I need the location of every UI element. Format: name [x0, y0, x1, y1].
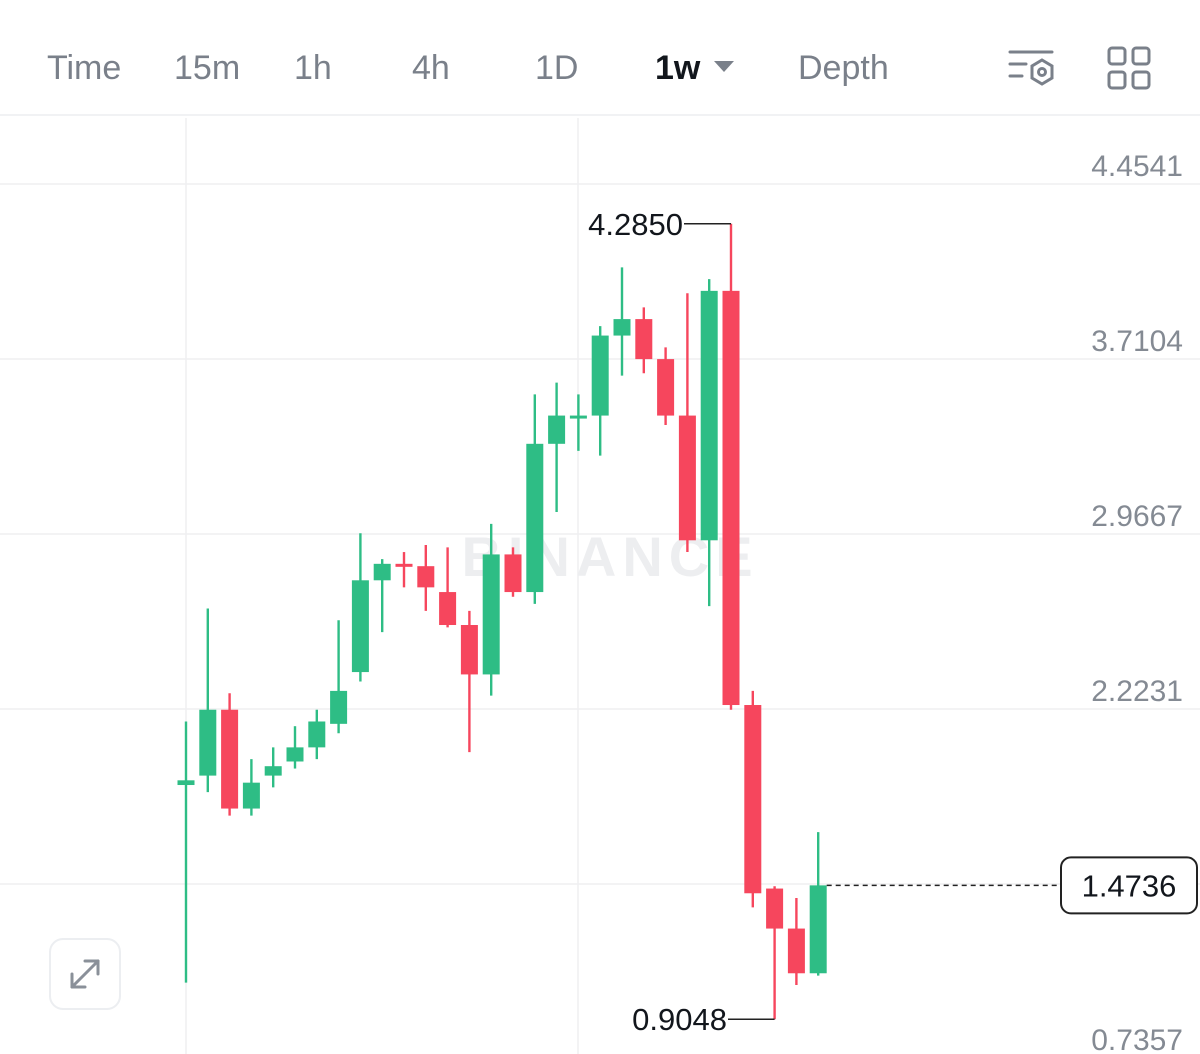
- candle-body-up: [569, 415, 587, 419]
- tab-1w[interactable]: 1w: [655, 48, 735, 88]
- tab-1h[interactable]: 1h: [294, 49, 332, 87]
- candle-body-up: [548, 415, 566, 444]
- chevron-down-icon: [714, 60, 735, 72]
- expand-icon: [70, 959, 100, 989]
- candle-body-down: [787, 928, 805, 974]
- candle-body-down: [221, 709, 239, 809]
- candle-body-up: [482, 554, 500, 675]
- candle-body-up: [199, 709, 217, 776]
- y-tick-label: 0.7357: [1091, 1024, 1183, 1054]
- y-tick-label: 2.2231: [1091, 675, 1183, 708]
- tab-time[interactable]: Time: [47, 49, 122, 87]
- candle-body-up: [809, 885, 827, 974]
- candle-body-up: [264, 766, 282, 776]
- tab-1w-label: 1w: [655, 49, 701, 87]
- candle-body-down: [722, 290, 740, 706]
- grid-layout-icon[interactable]: [1106, 46, 1154, 90]
- y-tick-label: 4.4541: [1091, 150, 1183, 183]
- candle-body-down: [439, 592, 457, 626]
- tab-depth[interactable]: Depth: [798, 49, 889, 87]
- candle-body-up: [373, 563, 391, 581]
- candle-body-up: [308, 721, 326, 748]
- candle-body-down: [766, 888, 784, 929]
- chart-settings-icon[interactable]: [1008, 46, 1056, 90]
- candle-body-up: [351, 580, 369, 673]
- candle-body-up: [242, 782, 260, 809]
- candle-body-down: [744, 705, 762, 894]
- candle-body-up: [591, 335, 609, 416]
- tab-15m[interactable]: 15m: [174, 49, 241, 87]
- candle-body-up: [613, 319, 631, 336]
- candle-body-down: [417, 566, 435, 588]
- low-price-label: 0.9048: [632, 1002, 727, 1037]
- candle-body-up: [526, 443, 544, 593]
- candle-body-down: [678, 415, 696, 541]
- current-price-label: 1.4736: [1082, 868, 1177, 903]
- candle-body-down: [657, 359, 675, 416]
- high-price-label: 4.2850: [588, 207, 683, 242]
- candle-body-up: [177, 780, 195, 786]
- candle-body-up: [700, 290, 718, 541]
- price-markers: 1.4736 4.2850 0.9048: [588, 207, 1198, 1037]
- y-axis-ticks: 4.4541 3.7104 2.9667 2.2231 0.7357: [1091, 150, 1183, 1054]
- tab-4h[interactable]: 4h: [412, 49, 450, 87]
- candle-body-down: [460, 625, 478, 675]
- interval-toolbar: Time 15m 1h 4h 1D 1w Depth: [0, 0, 1200, 116]
- candles: [177, 223, 827, 1020]
- y-tick-label: 3.7104: [1091, 325, 1183, 358]
- candle-body-up: [286, 747, 304, 762]
- candle-body-down: [635, 319, 653, 360]
- candle-body-down: [504, 554, 522, 593]
- current-price-box: [1060, 856, 1198, 915]
- tab-1d[interactable]: 1D: [535, 49, 579, 87]
- expand-button[interactable]: [49, 938, 121, 1010]
- y-tick-label: 2.9667: [1091, 500, 1183, 533]
- candle-body-up: [330, 690, 348, 724]
- candle-body-down: [395, 563, 413, 567]
